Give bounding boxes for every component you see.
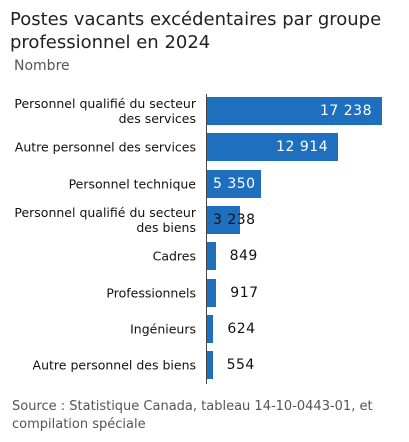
value-label: 917 — [230, 284, 259, 301]
category-label: Personnel qualifié du secteur des servic… — [14, 96, 196, 126]
bar — [207, 169, 262, 198]
value-label: 17 238 — [320, 103, 372, 119]
value-label: 624 — [227, 320, 256, 337]
bar — [207, 314, 214, 343]
category-label: Professionnels — [106, 285, 196, 300]
value-label: 849 — [229, 248, 258, 265]
category-label: Personnel qualifié du secteur des biens — [14, 204, 196, 235]
value-label: 12 914 — [276, 139, 329, 156]
chart-title: Postes vacants excédentaires par groupe … — [10, 9, 382, 53]
bar — [207, 205, 240, 234]
source-note: Source : Statistique Canada, tableau 14-… — [12, 399, 373, 432]
category-label: Cadres — [152, 248, 196, 264]
value-label: 554 — [226, 357, 255, 374]
category-label: Autre personnel des services — [14, 139, 196, 155]
category-label: Personnel technique — [68, 176, 196, 192]
category-label: Autre personnel des biens — [32, 357, 196, 373]
value-label: 5 350 — [213, 175, 256, 192]
category-label: Ingénieurs — [130, 321, 196, 337]
bar — [207, 242, 216, 271]
value-label: 3 238 — [213, 211, 256, 228]
axis-line — [206, 94, 207, 384]
bar — [207, 133, 339, 162]
bar — [207, 351, 213, 380]
bar — [207, 278, 217, 307]
bar — [207, 97, 382, 125]
chart-subtitle: Nombre — [14, 58, 70, 74]
